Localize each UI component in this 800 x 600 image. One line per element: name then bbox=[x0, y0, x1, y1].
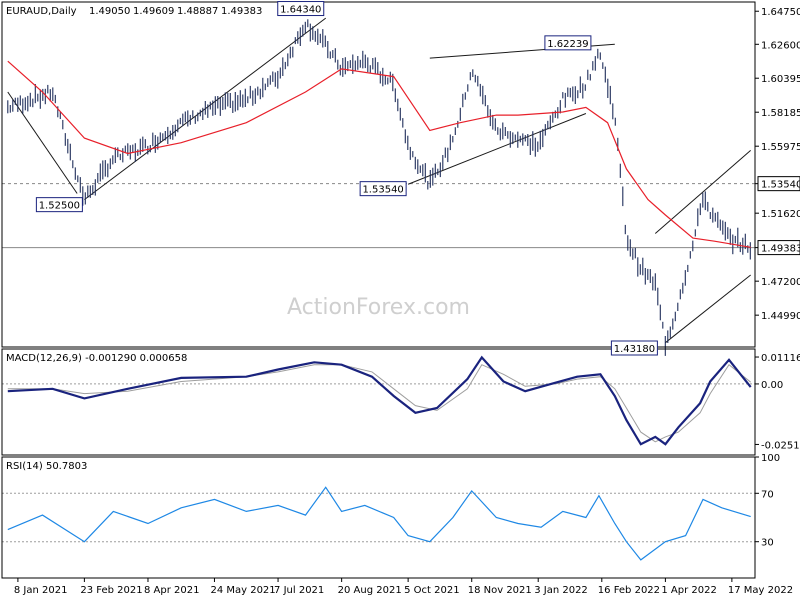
x-tick-label: 8 Apr 2021 bbox=[144, 585, 199, 596]
y-tick-label: 1.60395 bbox=[761, 74, 800, 85]
price-annotation-label: 1.64340 bbox=[280, 5, 321, 16]
ohlc-value: 1.49609 bbox=[133, 6, 174, 17]
macd-panel-title: MACD(12,26,9) -0.001290 0.000658 bbox=[6, 353, 187, 364]
panel-frame bbox=[1, 1, 756, 348]
trendline bbox=[7, 91, 78, 194]
ohlc-value: 1.49050 bbox=[89, 6, 130, 17]
moving-average-line bbox=[7, 60, 751, 248]
x-tick-label: 24 May 2021 bbox=[210, 585, 275, 596]
price-annotation-label: 1.53540 bbox=[362, 185, 403, 196]
x-tick-label: 3 Jan 2022 bbox=[534, 585, 588, 596]
y-tick-label: 1.58185 bbox=[761, 108, 800, 119]
annotation-box bbox=[544, 35, 592, 51]
x-tick-label: 18 Nov 2021 bbox=[468, 585, 532, 596]
annotation-box bbox=[277, 1, 325, 17]
x-tick-label: 7 Jul 2021 bbox=[274, 585, 324, 596]
annotation-box bbox=[35, 197, 83, 213]
annotation-box bbox=[359, 181, 407, 197]
price-annotation-label: 1.62239 bbox=[547, 39, 588, 50]
rsi-panel-title: RSI(14) 50.7803 bbox=[6, 461, 87, 472]
y-tick-label: 30 bbox=[761, 538, 774, 549]
y-tick-label: 1.47200 bbox=[761, 277, 800, 288]
price-annotation-label: 1.52500 bbox=[39, 201, 80, 212]
y-tick-label: 1.53540 bbox=[761, 180, 800, 191]
x-tick-label: 17 May 2022 bbox=[728, 585, 793, 596]
y-tick-label: 100 bbox=[761, 453, 780, 464]
macd-line bbox=[7, 355, 752, 446]
x-tick-label: 5 Oct 2021 bbox=[404, 585, 459, 596]
price-annotation-label: 1.43180 bbox=[614, 344, 655, 355]
ohlc-value: 1.49383 bbox=[221, 6, 262, 17]
x-tick-label: 16 Feb 2022 bbox=[598, 585, 660, 596]
y-tick-label: 1.44990 bbox=[761, 311, 800, 322]
y-tick-label: -0.025117 bbox=[761, 440, 800, 451]
y-tick-label: 0.011168 bbox=[761, 353, 800, 364]
annotation-box bbox=[610, 340, 658, 356]
y-price-tag-box bbox=[757, 176, 800, 192]
y-tick-label: 1.51620 bbox=[761, 209, 800, 220]
y-tick-label: 70 bbox=[761, 489, 774, 500]
watermark: ActionForex.com bbox=[287, 295, 470, 320]
x-tick-label: 8 Jan 2021 bbox=[14, 585, 68, 596]
x-tick-label: 1 Apr 2022 bbox=[661, 585, 716, 596]
y-tick-label: 1.62600 bbox=[761, 40, 800, 51]
rsi-line bbox=[7, 486, 751, 561]
y-tick-label: 0.00 bbox=[761, 380, 783, 391]
x-tick-label: 23 Feb 2021 bbox=[80, 585, 142, 596]
y-tick-label: 1.64750 bbox=[761, 7, 800, 18]
ohlc-value: 1.48887 bbox=[177, 6, 218, 17]
panel-frame bbox=[1, 348, 756, 456]
trendline bbox=[665, 274, 751, 344]
price-panel-title: EURAUD,Daily bbox=[6, 6, 77, 17]
y-tick-label: 1.55975 bbox=[761, 142, 800, 153]
x-tick-label: 20 Aug 2021 bbox=[338, 585, 402, 596]
y-price-tag-box bbox=[757, 240, 800, 256]
y-tick-label: 1.49383 bbox=[761, 244, 800, 255]
